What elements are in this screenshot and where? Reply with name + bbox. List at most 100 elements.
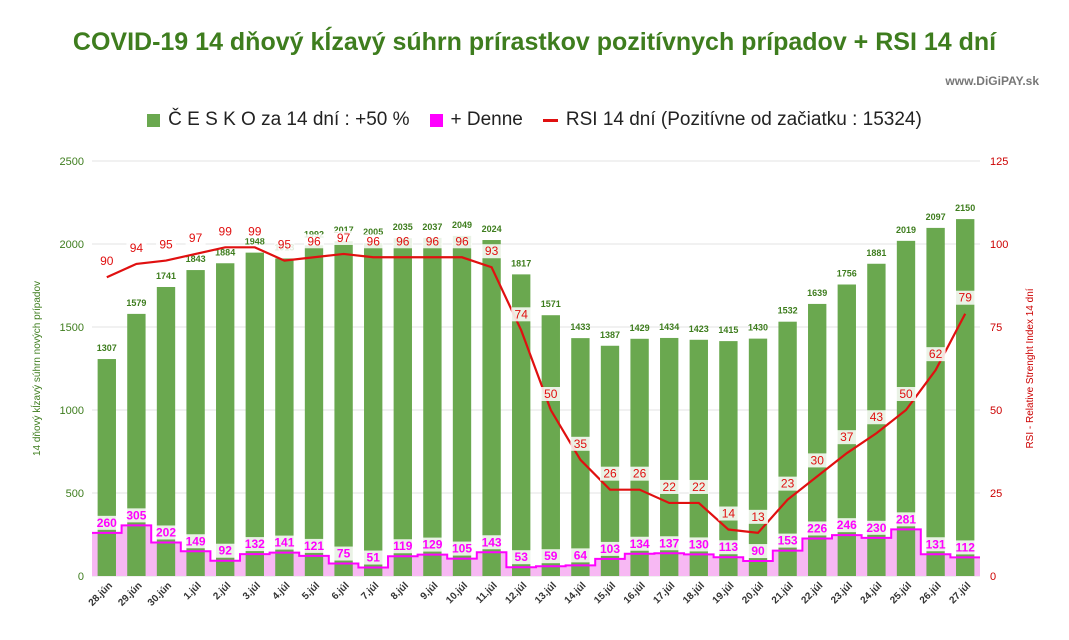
x-tick-label: 12.júl <box>503 580 529 606</box>
rsi-label-bg <box>452 234 472 249</box>
bar-value-label: 1756 <box>837 269 857 279</box>
daily-value-label: 134 <box>630 537 650 551</box>
daily-value-label: 64 <box>574 548 588 562</box>
rsi-label-bg <box>955 290 976 305</box>
daily-label-bg <box>302 538 326 553</box>
daily-label-bg <box>864 520 889 535</box>
rsi-label-bg <box>96 254 117 269</box>
daily-value-label: 75 <box>337 547 351 561</box>
daily-value-label: 137 <box>659 536 679 550</box>
bar <box>748 338 768 576</box>
bar-value-label: 1430 <box>748 323 768 333</box>
rsi-label-bg <box>274 237 295 252</box>
x-tick-label: 9.júl <box>419 580 441 602</box>
rsi-label-bg <box>748 509 768 524</box>
daily-value-label: 129 <box>422 538 442 552</box>
x-tick-label: 11.júl <box>474 580 500 606</box>
rsi-label-bg <box>156 237 176 252</box>
bar <box>216 263 235 576</box>
daily-label-bg <box>183 534 208 549</box>
rsi-value-label: 37 <box>840 430 854 444</box>
rsi-value-label: 96 <box>426 234 440 248</box>
rsi-label-bg <box>511 307 532 322</box>
bar-value-label: 2019 <box>896 225 916 235</box>
legend-daily-label: + Denne <box>450 109 523 130</box>
rsi-value-label: 26 <box>633 467 647 481</box>
daily-label-bg <box>361 550 386 565</box>
daily-value-label: 121 <box>304 539 324 553</box>
rsi-value-label: 99 <box>219 224 233 238</box>
bar <box>660 337 679 576</box>
x-tick-label: 19.júl <box>711 580 737 606</box>
daily-label-bg <box>775 533 800 548</box>
daily-value-label: 149 <box>186 534 206 548</box>
daily-label-bg <box>953 540 978 555</box>
bar-value-label: 1639 <box>807 288 827 298</box>
rsi-value-label: 96 <box>455 234 469 248</box>
rsi-value-label: 97 <box>189 231 203 245</box>
daily-label-bg <box>479 535 504 550</box>
bar <box>778 321 797 576</box>
daily-value-label: 131 <box>926 537 946 551</box>
bar <box>186 270 205 576</box>
legend-rsi-label: RSI 14 dní (Pozitívne od začiatku : 1532… <box>565 109 922 130</box>
bar <box>689 339 708 576</box>
daily-label-bg <box>450 541 474 556</box>
rsi-label-bg <box>925 347 946 362</box>
rsi-value-label: 99 <box>248 224 262 238</box>
rsi-value-label: 79 <box>959 291 973 305</box>
daily-label-bg <box>331 546 356 561</box>
y2-tick-label: 0 <box>990 571 996 583</box>
rsi-label-bg <box>807 453 828 468</box>
legend-item-daily: + Denne <box>429 109 523 131</box>
y-tick-label: 2000 <box>60 239 84 251</box>
x-tick-label: 15.júl <box>592 580 618 606</box>
daily-value-label: 260 <box>97 516 117 530</box>
bar <box>304 245 324 576</box>
daily-value-label: 90 <box>751 544 765 558</box>
rsi-value-label: 50 <box>899 387 913 401</box>
bar-value-label: 1571 <box>541 299 561 309</box>
y2-tick-label: 125 <box>990 156 1008 168</box>
bar-value-label: 1433 <box>570 322 590 332</box>
x-tick-label: 28.jún <box>87 580 115 608</box>
x-tick-label: 30.jún <box>146 580 174 608</box>
chart-legend: Č E S K O za 14 dní : +50 % + Denne RSI … <box>0 109 1069 131</box>
daily-value-label: 226 <box>807 521 827 535</box>
bar <box>600 345 620 576</box>
rsi-label-bg <box>392 234 413 249</box>
source-label: www.DiGiPAY.sk <box>945 74 1039 88</box>
rsi-label-bg <box>718 506 739 521</box>
y-tick-label: 1500 <box>60 322 84 334</box>
bar <box>571 338 590 576</box>
chart-title: COVID-19 14 dňový kĺzavý súhrn prírastko… <box>72 28 997 56</box>
x-tick-label: 8.júl <box>389 580 411 602</box>
bar <box>512 274 531 576</box>
x-tick-label: 5.júl <box>300 580 322 602</box>
daily-value-label: 103 <box>600 542 620 556</box>
y2-tick-label: 75 <box>990 322 1002 334</box>
bar-value-label: 2035 <box>393 222 413 232</box>
x-tick-label: 4.júl <box>271 580 293 602</box>
daily-label-bg <box>509 550 534 565</box>
rsi-value-label: 96 <box>367 234 381 248</box>
x-tick-label: 7.júl <box>359 580 381 602</box>
bar-value-label: 1817 <box>511 258 531 268</box>
daily-label-bg <box>94 515 119 530</box>
bar <box>808 303 827 576</box>
daily-label-bg <box>538 549 563 564</box>
rsi-label-bg <box>363 234 384 249</box>
rsi-label-bg <box>126 240 147 255</box>
daily-label-bg <box>923 537 948 552</box>
daily-value-label: 305 <box>126 508 146 522</box>
x-tick-label: 20.júl <box>740 580 766 606</box>
legend-bars-swatch <box>147 113 161 127</box>
daily-label-bg <box>657 536 682 551</box>
bar <box>97 359 116 576</box>
rsi-value-label: 97 <box>337 231 351 245</box>
rsi-label-bg <box>304 234 324 249</box>
daily-value-label: 53 <box>515 550 529 564</box>
rsi-label-bg <box>777 476 798 491</box>
x-tick-label: 21.júl <box>770 580 796 606</box>
